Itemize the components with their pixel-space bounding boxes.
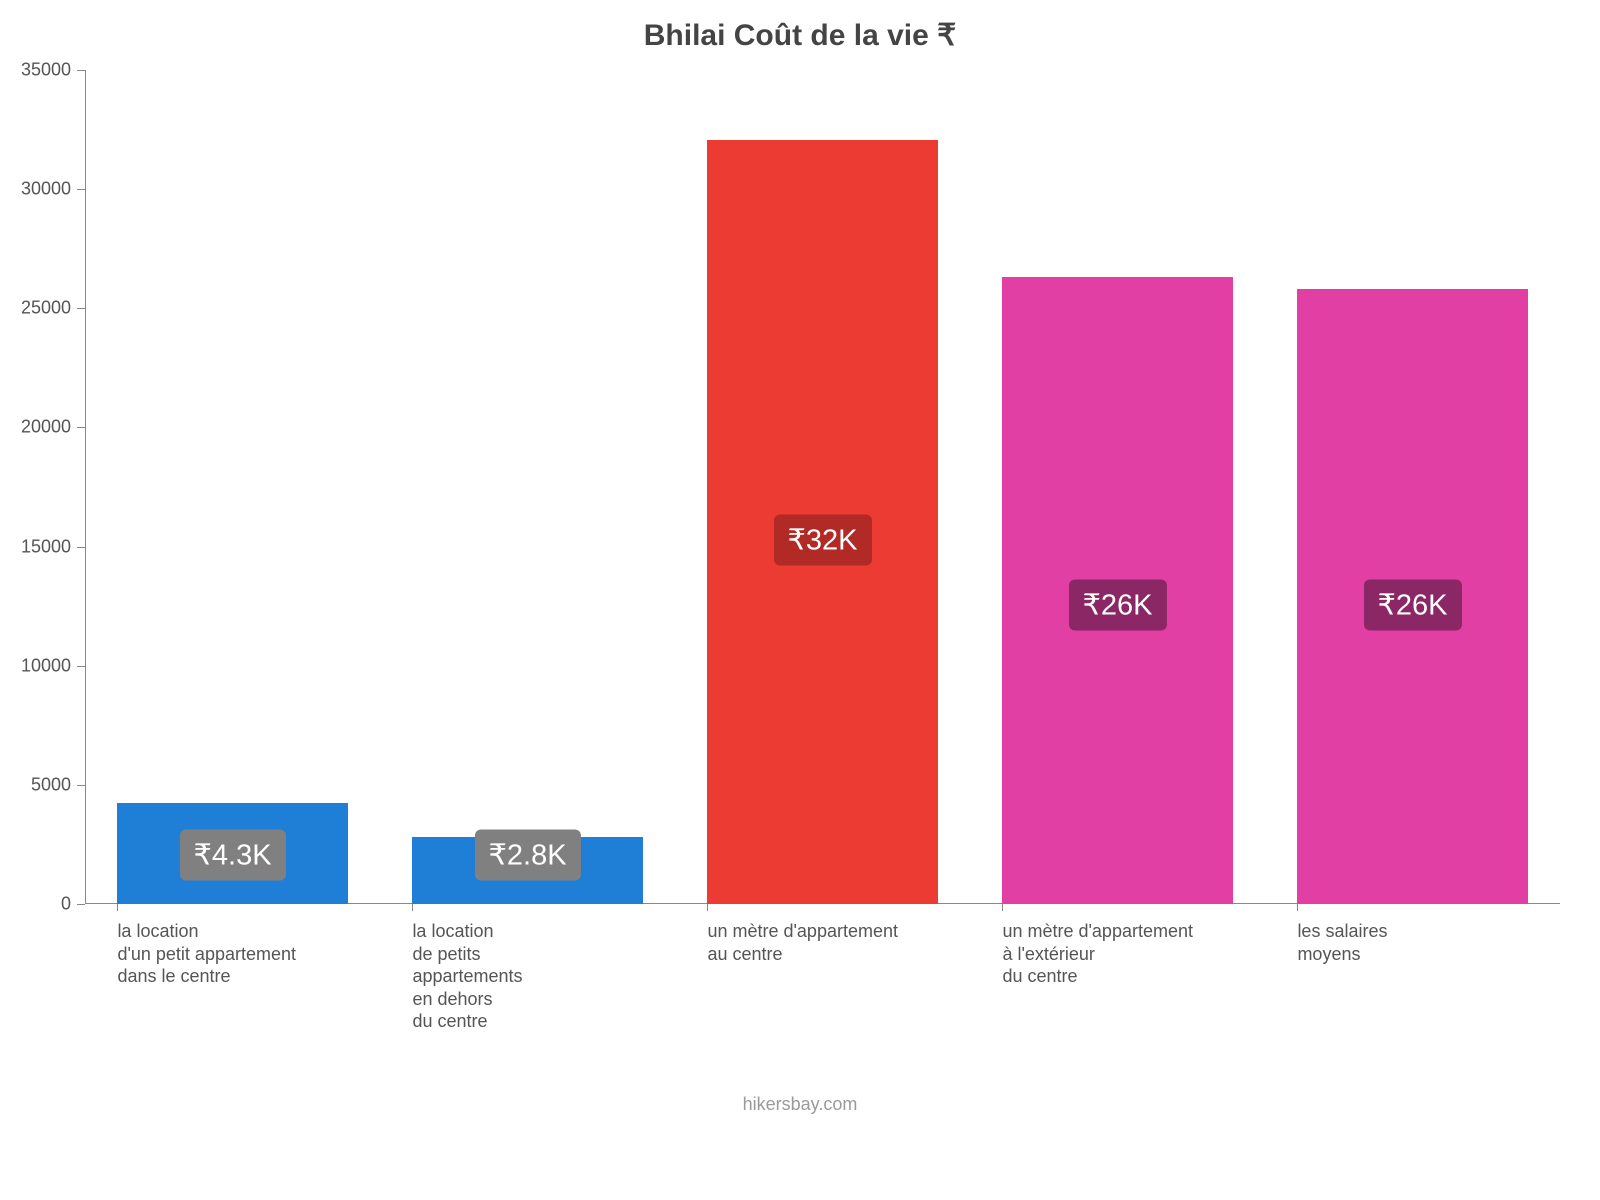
plot-area: 05000100001500020000250003000035000₹4.3K… (85, 70, 1560, 904)
x-category-label-line: du centre (1002, 965, 1337, 988)
x-tick (117, 904, 118, 911)
chart-source: hikersbay.com (0, 1094, 1600, 1115)
x-category-label-line: dans le centre (117, 965, 452, 988)
x-category-label: la locationde petitsappartementsen dehor… (412, 920, 747, 1033)
x-category-label-line: les salaires (1297, 920, 1600, 943)
x-category-label: un mètre d'appartementà l'extérieurdu ce… (1002, 920, 1337, 988)
bar-value-label: ₹4.3K (179, 829, 285, 880)
bar-value-label: ₹26K (1363, 579, 1461, 630)
x-category-label-line: la location (117, 920, 452, 943)
x-category-label-line: d'un petit appartement (117, 943, 452, 966)
bar-value-label: ₹2.8K (474, 829, 580, 880)
x-category-label-line: du centre (412, 1010, 747, 1033)
y-tick-label: 30000 (21, 179, 85, 200)
bar-value-label: ₹32K (773, 515, 871, 566)
x-category-label-line: un mètre d'appartement (1002, 920, 1337, 943)
x-tick (412, 904, 413, 911)
x-category-label-line: au centre (707, 943, 1042, 966)
y-tick-label: 35000 (21, 60, 85, 81)
x-tick (1002, 904, 1003, 911)
x-tick (1297, 904, 1298, 911)
x-category-label-line: la location (412, 920, 747, 943)
y-tick-label: 5000 (31, 774, 85, 795)
cost-of-living-chart: Bhilai Coût de la vie ₹ 0500010000150002… (0, 0, 1600, 1200)
x-category-label-line: un mètre d'appartement (707, 920, 1042, 943)
y-tick-label: 0 (61, 894, 85, 915)
x-category-label-line: appartements (412, 965, 747, 988)
x-category-label-line: moyens (1297, 943, 1600, 966)
chart-title: Bhilai Coût de la vie ₹ (0, 18, 1600, 53)
x-tick (707, 904, 708, 911)
bar-value-label: ₹26K (1068, 579, 1166, 630)
y-tick-label: 15000 (21, 536, 85, 557)
x-category-label: les salairesmoyens (1297, 920, 1600, 965)
y-axis-line (85, 70, 86, 904)
y-tick-label: 10000 (21, 655, 85, 676)
x-category-label: la locationd'un petit appartementdans le… (117, 920, 452, 988)
x-category-label: un mètre d'appartementau centre (707, 920, 1042, 965)
y-tick-label: 20000 (21, 417, 85, 438)
y-tick-label: 25000 (21, 298, 85, 319)
x-category-label-line: à l'extérieur (1002, 943, 1337, 966)
x-category-label-line: de petits (412, 943, 747, 966)
x-category-label-line: en dehors (412, 988, 747, 1011)
